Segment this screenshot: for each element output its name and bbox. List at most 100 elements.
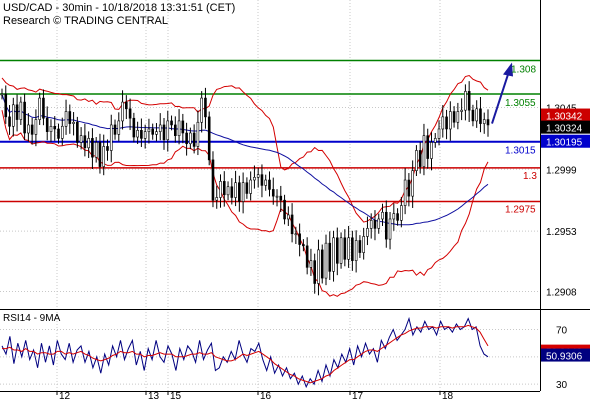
candle-body [486,119,490,126]
candle-body [253,177,256,181]
level-label-resistance: 1.3055 [505,98,536,109]
candle-body [211,159,215,201]
rsi-y-tick-label: 30 [556,380,568,391]
price-gridlines [0,0,540,309]
candle-body [400,205,403,221]
x-tick-label: 12 [59,391,71,400]
candle-body [377,218,381,229]
candle-body [136,130,139,138]
price-box-upper-label: 1.30342 [546,112,583,123]
rsi-y-tick-label: 70 [556,326,568,337]
forecast-arrow [491,62,513,124]
candle-body [320,249,324,279]
candle-body [219,181,222,198]
x-axis-labels: 12 13 15 16 17 18 [56,391,454,400]
candle-body [155,131,158,135]
candle-body [91,138,94,158]
candle-body [467,91,471,111]
candle-body [15,104,19,120]
candle-body [64,111,68,127]
candle-body [460,109,463,112]
candle-body [162,124,166,141]
candle-body [42,97,45,119]
candle-body [339,237,343,264]
candle-body [256,174,260,178]
candle-body [128,108,132,119]
candle-body [347,237,350,260]
chart-title: USD/CAD - 30min - 10/18/2018 13:31:51 (C… [3,2,235,14]
candle-body [279,195,283,201]
candle-body [358,240,362,253]
candle-body [196,121,200,147]
candle-body [268,179,271,190]
candle-body [27,124,30,134]
candle-body [234,182,237,198]
candle-body [456,111,460,123]
candlestick-series [0,81,490,296]
price-box-upper [541,108,590,122]
candle-body [479,108,482,124]
candle-body [4,93,8,118]
candle-body [426,135,430,159]
candle-body [354,240,358,261]
candle-body [418,150,422,167]
bollinger-lower-band [1,110,489,297]
candle-body [433,138,437,143]
pivot-price-label: 1.30195 [546,138,583,149]
candle-body [170,120,173,126]
candle-body [362,236,365,253]
candle-body [449,111,452,130]
candle-body [30,124,34,135]
candle-body [132,117,136,138]
candle-body [49,125,53,132]
candle-body [411,170,414,197]
candle-body [177,120,181,136]
candle-body [283,199,286,220]
candle-body [388,218,392,240]
candle-body [143,131,147,139]
candle-body [475,108,478,122]
rsi-value-box [541,348,590,362]
candle-body [336,237,339,264]
candle-body [403,179,407,206]
candle-body [381,211,384,220]
candle-body [294,233,298,236]
candle-body [305,245,309,268]
candle-body [222,181,226,196]
candle-body [0,93,4,96]
price-y-tick-label: 1.2908 [546,288,577,299]
candle-body [445,116,448,130]
candle-body [38,97,41,120]
candle-body [452,111,456,123]
level-label-resistance: 1.308 [511,64,536,75]
candle-body [83,135,87,149]
candle-body [200,97,203,123]
candle-body [369,220,373,229]
price-plot-area [0,0,540,309]
price-y-tick-label: 1.2953 [546,227,577,238]
price-y-tick-label: 1.2999 [546,165,577,176]
candle-body [125,101,128,110]
rsi-value-label: 50.9306 [546,352,583,363]
candle-body [332,237,335,272]
forecast-arrow-head [503,62,513,77]
candle-body [415,150,418,171]
candle-body [109,124,113,151]
candle-body [12,104,15,127]
candle-body [158,124,162,132]
rsi-panel-title: RSI14 - 9MA [3,313,61,324]
candle-body [106,146,109,151]
x-tick-label: 17 [352,391,364,400]
x-tick-label: 18 [442,391,454,400]
candle-body [249,179,252,194]
x-tick-label: 15 [170,391,182,400]
candle-body [151,128,154,135]
candle-body [351,237,354,261]
candle-body [324,242,328,279]
candle-body [238,182,241,202]
last-price-label: 1.30324 [546,124,583,135]
candle-body [87,138,90,149]
x-tick-label: 13 [148,391,160,400]
candle-body [226,186,230,196]
